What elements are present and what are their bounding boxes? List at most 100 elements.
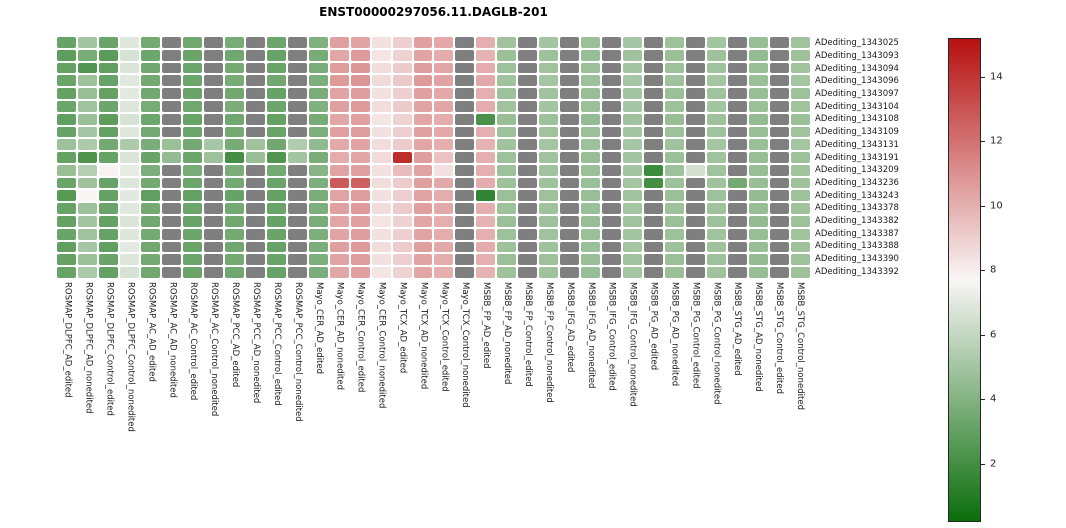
heatmap-cell	[644, 49, 664, 61]
row-label: ADediting_1343382	[815, 215, 899, 226]
column-label-slot: MSBB_STG_Control_nonedited	[789, 282, 810, 502]
heatmap-cell	[161, 75, 181, 87]
heatmap-cell	[77, 267, 97, 278]
heatmap-cell	[749, 177, 769, 189]
heatmap-cell	[57, 228, 76, 240]
heatmap-cell	[728, 177, 748, 189]
column-label: MSBB_IFG_Control_edited	[606, 282, 617, 391]
heatmap-cell	[98, 126, 118, 138]
heatmap-cell	[140, 267, 160, 278]
heatmap-cell	[665, 164, 685, 176]
heatmap-cell	[371, 267, 391, 278]
heatmap-cell	[707, 126, 727, 138]
heatmap-cell	[57, 267, 76, 278]
heatmap-cell	[140, 164, 160, 176]
column-label-slot: Mayo_TCX_AD_nonedited	[413, 282, 434, 502]
heatmap-cell	[581, 75, 601, 87]
heatmap-cell	[245, 49, 265, 61]
heatmap-cell	[686, 203, 706, 215]
heatmap-cell	[791, 100, 810, 112]
heatmap-cell	[581, 152, 601, 163]
heatmap-cell	[287, 113, 307, 125]
heatmap-cell	[77, 88, 97, 99]
heatmap-cell	[707, 254, 727, 266]
column-label-slot: Mayo_TCX_Control_nonedited	[455, 282, 476, 502]
colorbar-tick	[981, 334, 985, 336]
heatmap-cell	[245, 228, 265, 240]
column-label: MSBB_FP_AD_nonedited	[502, 282, 513, 385]
heatmap-cell	[560, 241, 580, 253]
heatmap-cell	[329, 139, 349, 151]
heatmap-cell	[161, 216, 181, 227]
heatmap-cell	[560, 62, 580, 74]
heatmap-cell	[518, 139, 538, 151]
heatmap-grid	[57, 37, 810, 278]
heatmap-cell	[749, 62, 769, 74]
heatmap-cell	[57, 62, 76, 74]
heatmap-cell	[602, 216, 622, 227]
heatmap-cell	[245, 241, 265, 253]
heatmap-cell	[287, 100, 307, 112]
heatmap-cell	[749, 88, 769, 99]
heatmap-cell	[476, 37, 496, 48]
heatmap-cell	[497, 126, 517, 138]
column-label: Mayo_CER_AD_nonedited	[334, 282, 345, 391]
column-label-slot: Mayo_TCX_Control_edited	[434, 282, 455, 502]
heatmap-cell	[413, 228, 433, 240]
heatmap-cell	[413, 164, 433, 176]
heatmap-cell	[224, 177, 244, 189]
heatmap-cell	[224, 37, 244, 48]
heatmap-cell	[749, 190, 769, 202]
heatmap-cell	[434, 164, 454, 176]
heatmap-cell	[203, 113, 223, 125]
heatmap-cell	[203, 203, 223, 215]
heatmap-cell	[665, 254, 685, 266]
heatmap-cell	[266, 177, 286, 189]
heatmap-cell	[644, 203, 664, 215]
heatmap-cell	[455, 254, 475, 266]
heatmap-cell	[392, 190, 412, 202]
heatmap-cell	[140, 254, 160, 266]
heatmap-cell	[434, 152, 454, 163]
heatmap-cell	[98, 113, 118, 125]
heatmap-cell	[371, 139, 391, 151]
heatmap-cell	[539, 49, 559, 61]
heatmap-cell	[770, 49, 790, 61]
heatmap-cell	[245, 75, 265, 87]
heatmap-cell	[140, 75, 160, 87]
heatmap-cell	[350, 37, 370, 48]
heatmap-cell	[665, 139, 685, 151]
heatmap-cell	[413, 203, 433, 215]
heatmap-cell	[497, 203, 517, 215]
heatmap-cell	[203, 152, 223, 163]
heatmap-cell	[560, 49, 580, 61]
heatmap-cell	[224, 203, 244, 215]
heatmap-cell	[161, 267, 181, 278]
heatmap-cell	[455, 203, 475, 215]
heatmap-cell	[371, 88, 391, 99]
heatmap-cell	[770, 88, 790, 99]
heatmap-cell	[161, 49, 181, 61]
heatmap-cell	[329, 216, 349, 227]
heatmap-cell	[749, 203, 769, 215]
heatmap-cell	[665, 37, 685, 48]
heatmap-cell	[392, 37, 412, 48]
heatmap-cell	[392, 139, 412, 151]
heatmap-cell	[455, 75, 475, 87]
heatmap-cell	[791, 37, 810, 48]
heatmap-cell	[644, 241, 664, 253]
heatmap-cell	[728, 228, 748, 240]
heatmap-cell	[308, 113, 328, 125]
heatmap-cell	[287, 267, 307, 278]
heatmap-cell	[413, 241, 433, 253]
heatmap-cell	[140, 62, 160, 74]
heatmap-cell	[287, 139, 307, 151]
heatmap-cell	[707, 75, 727, 87]
heatmap-cell	[57, 75, 76, 87]
heatmap-cell	[623, 216, 643, 227]
heatmap-cell	[57, 49, 76, 61]
heatmap-cell	[686, 62, 706, 74]
heatmap-cell	[770, 177, 790, 189]
heatmap-cell	[119, 216, 139, 227]
colorbar-tick-label: 10	[990, 200, 1003, 212]
